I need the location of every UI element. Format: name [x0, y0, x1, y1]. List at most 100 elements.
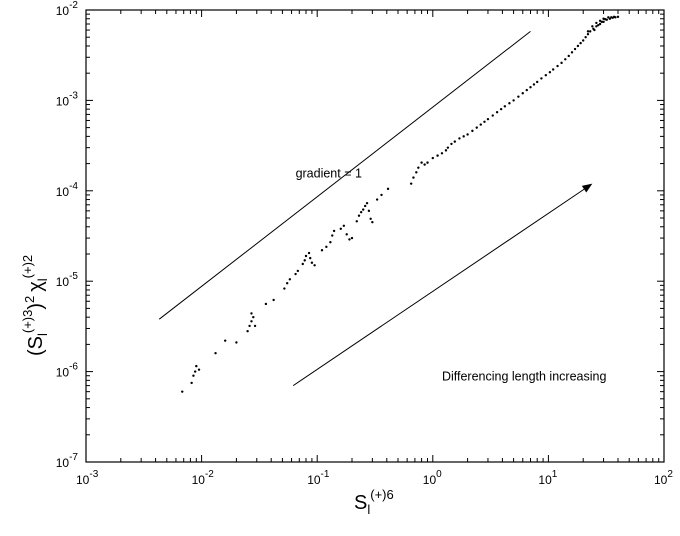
data-point	[248, 324, 251, 328]
y-tick-exponent: -5	[69, 271, 78, 282]
y-tick-label: 10-5	[56, 271, 79, 289]
data-point	[598, 19, 602, 22]
data-point	[313, 264, 316, 267]
data-point	[235, 341, 238, 344]
data-point	[508, 102, 511, 105]
direction-arrow	[292, 183, 593, 387]
data-point	[415, 171, 418, 174]
data-point	[521, 92, 524, 95]
y-title-sup-2: 2	[22, 296, 37, 303]
y-axis-title: (Sl(+)3)2χl(+)2	[20, 255, 50, 356]
data-point	[320, 249, 324, 252]
x-tick-exponent: -3	[89, 469, 98, 480]
data-point	[310, 261, 314, 264]
y-title-sub-3: l	[35, 278, 50, 281]
data-point	[294, 272, 297, 276]
data-point	[193, 370, 197, 373]
data-point	[367, 209, 371, 213]
y-tick-label: 10-4	[56, 181, 79, 199]
data-point	[331, 234, 334, 237]
y-tick-exponent: -3	[69, 90, 78, 101]
y-tick-exponent: -6	[69, 362, 78, 373]
data-point	[339, 227, 342, 230]
data-point	[458, 137, 461, 140]
data-point	[272, 298, 275, 302]
data-point	[491, 114, 494, 117]
x-tick-exponent: -2	[205, 469, 214, 480]
y-tick-exponent: -7	[69, 452, 78, 463]
x-tick-mantissa: 10	[307, 473, 321, 487]
data-point	[589, 30, 592, 33]
gradient-reference-line	[158, 30, 531, 320]
y-title-part-0: (S	[25, 336, 47, 356]
x-tick-label: 100	[423, 469, 442, 487]
data-point	[602, 20, 605, 24]
data-point	[246, 329, 249, 333]
data-point	[409, 182, 413, 185]
data-point	[423, 163, 426, 166]
data-point	[446, 146, 450, 149]
data-point	[483, 120, 486, 123]
arrow-shaft	[292, 188, 585, 387]
data-point	[285, 282, 289, 285]
data-point	[616, 15, 620, 19]
data-point	[612, 15, 616, 19]
data-point	[462, 135, 465, 138]
data-point	[250, 320, 253, 323]
data-point	[453, 140, 457, 143]
data-point	[591, 25, 594, 28]
data-point	[304, 254, 308, 258]
data-point	[253, 324, 257, 328]
data-point	[355, 220, 358, 223]
x-tick-mantissa: 10	[76, 473, 90, 487]
x-tick-exponent: 2	[667, 469, 673, 480]
x-title-sup: (+)6	[370, 487, 393, 502]
y-tick-label: 10-2	[56, 0, 79, 18]
data-point	[581, 39, 585, 42]
data-point	[296, 269, 300, 273]
data-point	[359, 210, 363, 214]
data-point	[595, 21, 598, 25]
data-point	[412, 176, 415, 179]
data-point	[471, 129, 474, 133]
y-tick-label: 10-6	[56, 362, 79, 380]
data-point	[329, 241, 332, 244]
data-point	[332, 229, 336, 233]
y-title-part-3: )	[25, 303, 47, 310]
data-point	[365, 201, 369, 205]
data-point	[610, 16, 613, 19]
y-tick-label: 10-3	[56, 90, 79, 108]
y-tick-mantissa: 10	[56, 94, 70, 108]
data-point	[350, 236, 354, 240]
data-point	[503, 105, 507, 108]
data-point	[512, 99, 515, 102]
data-point	[342, 224, 346, 228]
data-point	[535, 80, 539, 84]
x-tick-mantissa: 10	[423, 473, 437, 487]
data-point	[386, 187, 390, 191]
data-point	[567, 54, 570, 58]
data-point	[570, 51, 574, 54]
data-point	[597, 23, 600, 27]
data-point	[486, 117, 490, 121]
y-tick-mantissa: 10	[56, 456, 70, 470]
data-point	[369, 217, 372, 221]
y-tick-exponent: -2	[69, 0, 78, 11]
data-point	[593, 28, 596, 32]
data-point	[499, 107, 503, 111]
data-point	[579, 41, 582, 45]
data-point	[375, 198, 379, 201]
data-point	[600, 20, 604, 24]
data-point	[431, 156, 434, 160]
x-title-sub: l	[367, 502, 370, 517]
data-point	[371, 220, 374, 224]
plot-frame	[85, 9, 665, 463]
y-tick-labels: 10-710-610-510-410-310-2	[56, 0, 79, 470]
data-point	[362, 208, 365, 211]
x-tick-mantissa: 10	[654, 473, 668, 487]
data-point	[192, 374, 195, 377]
data-point	[586, 30, 590, 33]
data-point	[190, 381, 193, 385]
data-point	[544, 74, 548, 77]
